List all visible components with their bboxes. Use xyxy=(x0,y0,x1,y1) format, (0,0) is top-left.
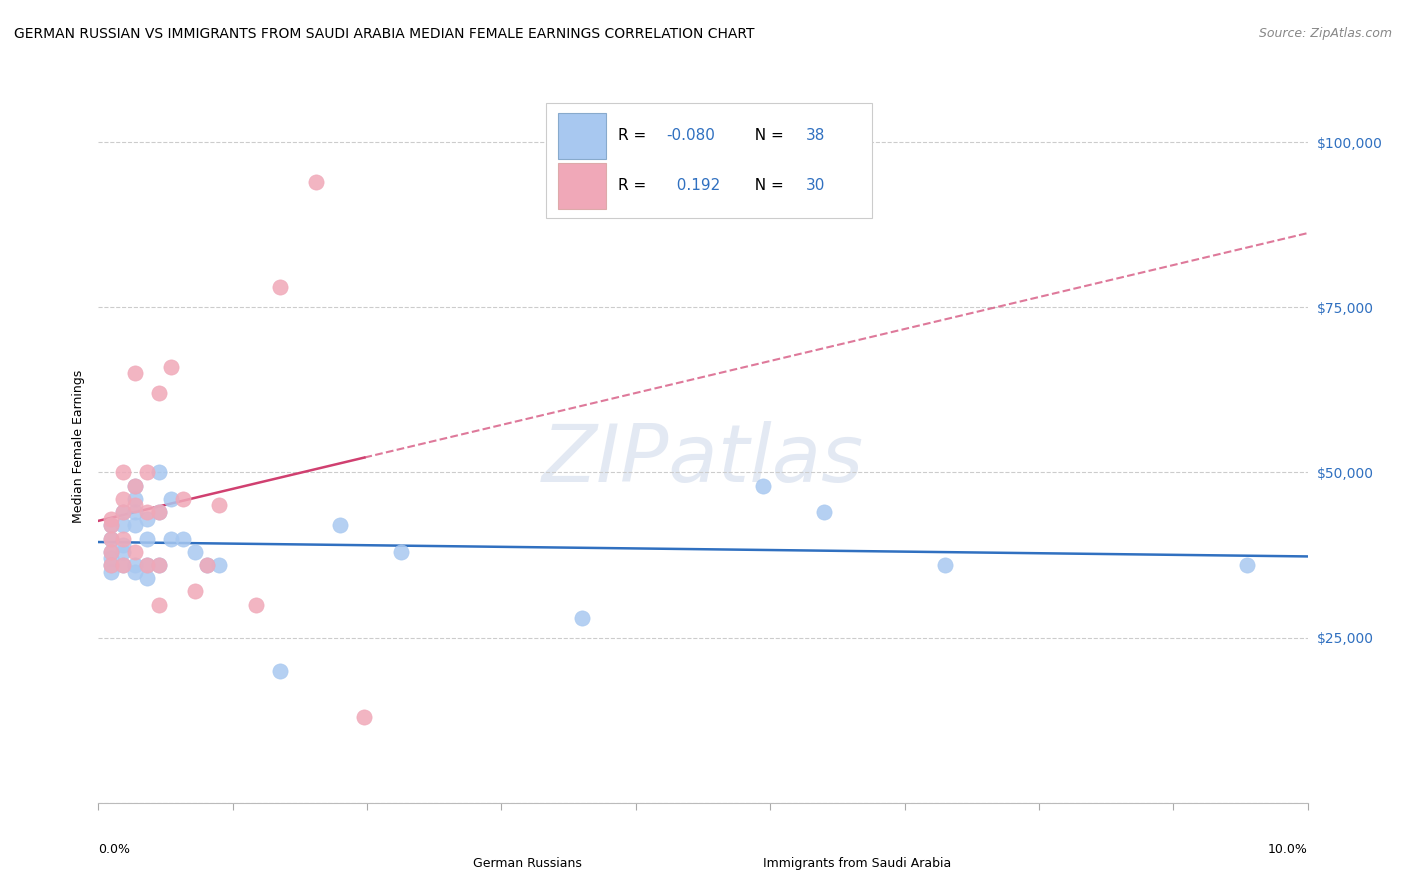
Point xyxy=(124,499,146,513)
Point xyxy=(389,545,412,559)
Point xyxy=(124,491,146,506)
Y-axis label: Median Female Earnings: Median Female Earnings xyxy=(72,369,84,523)
Point xyxy=(135,466,157,480)
Point xyxy=(100,558,122,572)
Text: Source: ZipAtlas.com: Source: ZipAtlas.com xyxy=(1258,27,1392,40)
Text: ZIPatlas: ZIPatlas xyxy=(541,421,865,500)
Point xyxy=(111,466,134,480)
Point xyxy=(135,505,157,519)
Point xyxy=(124,367,146,381)
Text: 0.0%: 0.0% xyxy=(98,843,131,855)
Text: GERMAN RUSSIAN VS IMMIGRANTS FROM SAUDI ARABIA MEDIAN FEMALE EARNINGS CORRELATIO: GERMAN RUSSIAN VS IMMIGRANTS FROM SAUDI … xyxy=(14,27,755,41)
Point xyxy=(135,558,157,572)
Point xyxy=(124,558,146,572)
Point xyxy=(100,518,122,533)
Point xyxy=(124,565,146,579)
Point xyxy=(245,598,267,612)
Point xyxy=(353,710,375,724)
Point xyxy=(124,478,146,492)
Point xyxy=(100,565,122,579)
Point xyxy=(148,558,170,572)
Point xyxy=(148,505,170,519)
Point xyxy=(148,505,170,519)
Point xyxy=(124,545,146,559)
Point xyxy=(124,518,146,533)
FancyBboxPatch shape xyxy=(437,851,467,876)
Point xyxy=(135,532,157,546)
Text: N =: N = xyxy=(745,178,789,193)
Text: R =: R = xyxy=(619,128,651,143)
Point xyxy=(208,499,231,513)
Text: 38: 38 xyxy=(806,128,825,143)
Point xyxy=(184,584,207,599)
Point xyxy=(184,545,207,559)
Point xyxy=(148,598,170,612)
FancyBboxPatch shape xyxy=(558,112,606,159)
Text: 30: 30 xyxy=(806,178,825,193)
Point xyxy=(100,551,122,566)
Point xyxy=(269,280,291,294)
Point xyxy=(195,558,218,572)
Point xyxy=(111,538,134,552)
Text: N =: N = xyxy=(745,128,789,143)
Point xyxy=(111,545,134,559)
Point xyxy=(100,545,122,559)
Point xyxy=(124,505,146,519)
Point xyxy=(111,505,134,519)
Point xyxy=(111,532,134,546)
Text: 10.0%: 10.0% xyxy=(1268,843,1308,855)
Point xyxy=(329,518,352,533)
FancyBboxPatch shape xyxy=(546,103,872,218)
Point xyxy=(111,505,134,519)
Point xyxy=(135,558,157,572)
Text: R =: R = xyxy=(619,178,651,193)
Point xyxy=(111,558,134,572)
Point xyxy=(135,571,157,585)
Point xyxy=(1236,558,1258,572)
Point xyxy=(111,518,134,533)
Point xyxy=(160,359,183,374)
Point xyxy=(100,511,122,525)
Point xyxy=(111,558,134,572)
Point xyxy=(160,532,183,546)
Point xyxy=(111,491,134,506)
Text: -0.080: -0.080 xyxy=(666,128,716,143)
Point xyxy=(148,386,170,401)
Point xyxy=(160,491,183,506)
Point xyxy=(752,478,775,492)
FancyBboxPatch shape xyxy=(558,162,606,209)
Point xyxy=(100,558,122,572)
Point xyxy=(124,478,146,492)
Text: German Russians: German Russians xyxy=(474,857,582,870)
Point xyxy=(813,505,835,519)
Point xyxy=(269,664,291,678)
Point xyxy=(208,558,231,572)
Point xyxy=(305,175,328,189)
Point xyxy=(148,558,170,572)
Point xyxy=(100,532,122,546)
Point xyxy=(571,611,593,625)
Point xyxy=(100,532,122,546)
Text: Immigrants from Saudi Arabia: Immigrants from Saudi Arabia xyxy=(763,857,952,870)
Point xyxy=(172,491,194,506)
Point xyxy=(135,511,157,525)
Point xyxy=(195,558,218,572)
Point xyxy=(934,558,956,572)
Point xyxy=(172,532,194,546)
Point xyxy=(100,518,122,533)
Point xyxy=(100,545,122,559)
Point xyxy=(148,466,170,480)
Text: 0.192: 0.192 xyxy=(666,178,720,193)
FancyBboxPatch shape xyxy=(727,851,758,876)
